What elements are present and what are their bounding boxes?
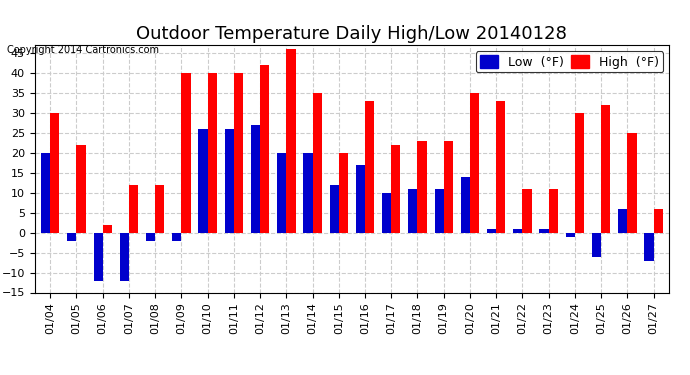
Bar — [365, 101, 374, 232]
Text: Copyright 2014 Cartronics.com: Copyright 2014 Cartronics.com — [7, 45, 159, 55]
Bar — [417, 141, 426, 232]
Bar — [251, 125, 260, 232]
Bar — [286, 49, 295, 232]
Bar — [461, 177, 470, 232]
Bar — [77, 145, 86, 232]
Legend: Low  (°F), High  (°F): Low (°F), High (°F) — [476, 51, 663, 72]
Bar — [644, 232, 653, 261]
Bar — [653, 209, 662, 232]
Bar — [356, 165, 365, 232]
Bar — [181, 73, 190, 232]
Bar — [120, 232, 129, 280]
Bar — [146, 232, 155, 241]
Bar — [435, 189, 444, 232]
Bar — [618, 209, 627, 232]
Bar — [522, 189, 531, 232]
Bar — [304, 153, 313, 232]
Bar — [408, 189, 417, 232]
Bar — [549, 189, 558, 232]
Bar — [199, 129, 208, 232]
Bar — [575, 113, 584, 232]
Bar — [234, 73, 243, 232]
Title: Outdoor Temperature Daily High/Low 20140128: Outdoor Temperature Daily High/Low 20140… — [137, 26, 567, 44]
Bar — [339, 153, 348, 232]
Bar — [277, 153, 286, 232]
Bar — [487, 229, 496, 232]
Bar — [382, 193, 391, 232]
Bar — [94, 232, 103, 280]
Bar — [627, 133, 636, 232]
Bar — [129, 185, 138, 232]
Bar — [260, 65, 269, 232]
Bar — [330, 185, 339, 232]
Bar — [391, 145, 400, 232]
Bar — [208, 73, 217, 232]
Bar — [470, 93, 479, 232]
Bar — [496, 101, 505, 232]
Bar — [513, 229, 522, 232]
Bar — [566, 232, 575, 237]
Bar — [41, 153, 50, 232]
Bar — [155, 185, 164, 232]
Bar — [601, 105, 610, 232]
Bar — [540, 229, 549, 232]
Bar — [68, 232, 77, 241]
Bar — [103, 225, 112, 232]
Bar — [225, 129, 234, 232]
Bar — [172, 232, 181, 241]
Bar — [592, 232, 601, 256]
Bar — [313, 93, 322, 232]
Bar — [50, 113, 59, 232]
Bar — [444, 141, 453, 232]
